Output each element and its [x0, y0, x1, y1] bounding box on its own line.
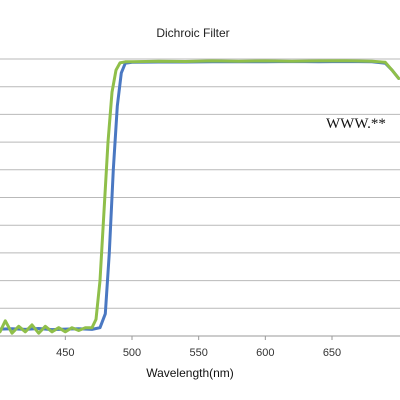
- series-layer: [0, 59, 400, 335]
- x-tick-label: 550: [189, 347, 207, 359]
- x-axis: 450 500 550 600 650: [56, 336, 341, 359]
- series-line-1: [0, 60, 400, 332]
- x-axis-label: Wavelength(nm): [146, 366, 234, 380]
- series-line-2: [0, 59, 400, 335]
- x-tick-label: 650: [323, 347, 341, 359]
- chart-title: Dichroic Filter: [156, 26, 229, 40]
- x-tick-label: 450: [56, 347, 74, 359]
- x-tick-label: 500: [123, 347, 141, 359]
- x-tick-label: 600: [256, 347, 274, 359]
- watermark-annotation: WWW.**: [326, 116, 386, 132]
- gridlines: [0, 58, 400, 337]
